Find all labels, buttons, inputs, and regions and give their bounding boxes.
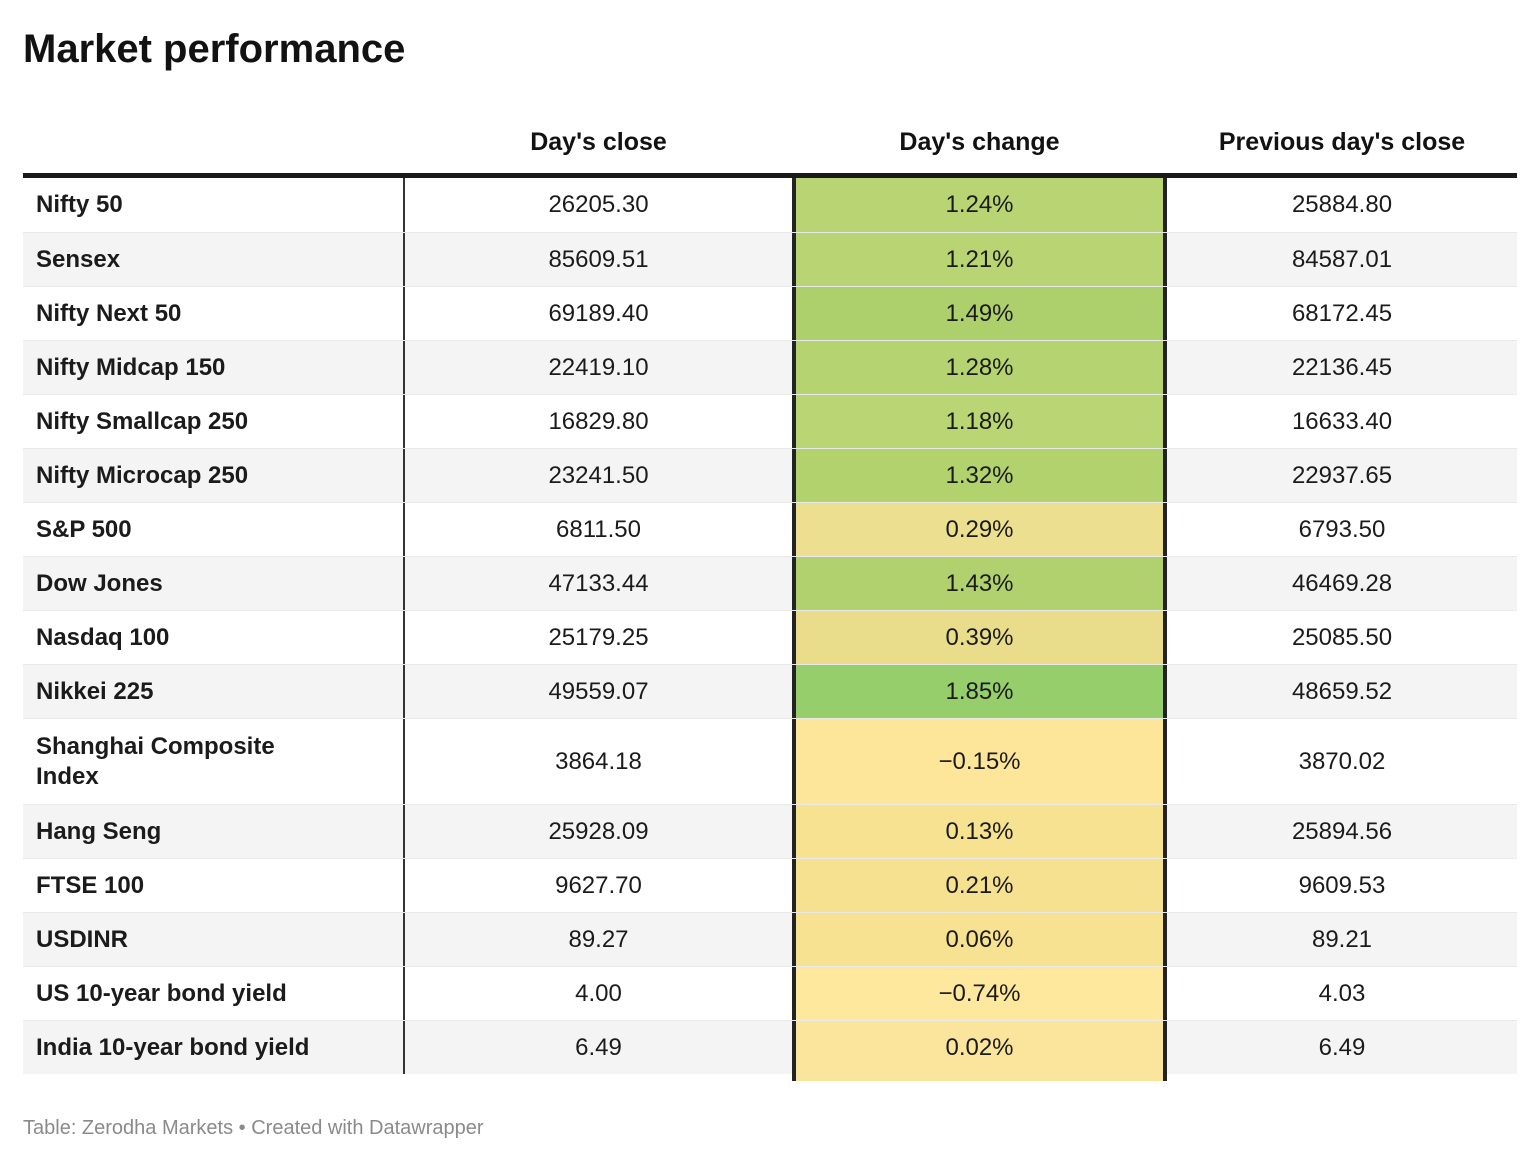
row-label: Hang Seng: [23, 805, 405, 858]
days-close-value: 16829.80: [548, 407, 649, 435]
prev-days-close-value: 22937.65: [1291, 461, 1393, 489]
prev-days-close-value: 9609.53: [1298, 871, 1386, 899]
days-close-value: 6811.50: [556, 515, 641, 543]
days-close-value: 23241.50: [548, 461, 649, 489]
prev-days-close-value: 25085.50: [1291, 623, 1393, 651]
table-row: India 10-year bond yield 6.49 0.02% 6.49: [23, 1020, 1517, 1074]
column-header-days-change: Day's change: [899, 128, 1060, 156]
prev-days-close-value: 25894.56: [1291, 817, 1393, 845]
days-close-value: 69189.40: [548, 299, 649, 327]
row-label: Nasdaq 100: [23, 611, 405, 664]
prev-days-close-value: 89.21: [1311, 925, 1373, 953]
row-label: Nifty Smallcap 250: [23, 395, 405, 448]
days-change-value: 1.28%: [792, 341, 1167, 394]
days-change-value: 1.85%: [792, 665, 1167, 718]
days-close-value: 85609.51: [548, 245, 649, 273]
days-change-value: 0.21%: [792, 859, 1167, 912]
days-close-value: 3864.18: [555, 747, 642, 775]
table-row: S&P 500 6811.50 0.29% 6793.50: [23, 502, 1517, 556]
days-close-value: 4.00: [575, 979, 622, 1007]
table-row: Nifty 50 26205.30 1.24% 25884.80: [23, 178, 1517, 232]
days-change-value: 1.21%: [792, 233, 1167, 286]
change-column-extension: [23, 1074, 1517, 1081]
row-label: Sensex: [23, 233, 405, 286]
prev-days-close-value: 3870.02: [1298, 747, 1386, 775]
days-change-value: 0.39%: [792, 611, 1167, 664]
prev-days-close-value: 16633.40: [1291, 407, 1393, 435]
days-change-value: 1.18%: [792, 395, 1167, 448]
prev-days-close-value: 48659.52: [1291, 677, 1393, 705]
days-close-value: 9627.70: [555, 871, 642, 899]
days-change-value: 0.29%: [792, 503, 1167, 556]
prev-days-close-value: 46469.28: [1291, 569, 1393, 597]
ext-spacer: [405, 1074, 792, 1081]
days-close-value: 49559.07: [548, 677, 649, 705]
days-close-value: 25179.25: [548, 623, 649, 651]
page-title: Market performance: [23, 27, 406, 71]
prev-days-close-value: 25884.80: [1291, 191, 1393, 218]
row-label: FTSE 100: [23, 859, 405, 912]
table-body: Nifty 50 26205.30 1.24% 25884.80 Sensex 85609…: [23, 173, 1517, 1074]
row-label: India 10-year bond yield: [23, 1021, 405, 1074]
ext-spacer: [1167, 1074, 1517, 1081]
table-header-row: Day's close Day's change Previous day's …: [23, 72, 1517, 173]
prev-days-close-value: 6.49: [1318, 1033, 1366, 1061]
ext-change-strip: [792, 1074, 1167, 1081]
days-close-value: 6.49: [575, 1033, 622, 1061]
days-change-value: 0.13%: [792, 805, 1167, 858]
table-row: USDINR 89.27 0.06% 89.21: [23, 912, 1517, 966]
table-row: Sensex 85609.51 1.21% 84587.01: [23, 232, 1517, 286]
days-change-value: −0.15%: [792, 719, 1167, 804]
row-label: Nifty Next 50: [23, 287, 405, 340]
table-row: Dow Jones 47133.44 1.43% 46469.28: [23, 556, 1517, 610]
row-label: USDINR: [23, 913, 405, 966]
column-header-previous-days-close: Previous day's close: [1218, 128, 1466, 156]
row-label: Nikkei 225: [23, 665, 405, 718]
prev-days-close-value: 6793.50: [1298, 515, 1386, 543]
days-change-value: 1.32%: [792, 449, 1167, 502]
table-row: Nikkei 225 49559.07 1.85% 48659.52: [23, 664, 1517, 718]
table-row: Nifty Microcap 250 23241.50 1.32% 22937.65: [23, 448, 1517, 502]
days-close-value: 25928.09: [548, 817, 649, 845]
column-header-days-close: Day's close: [530, 128, 667, 156]
row-label: Nifty 50: [23, 178, 405, 232]
days-close-value: 47133.44: [548, 569, 649, 597]
attribution-footer: Table: Zerodha Markets • Created with Da…: [23, 1117, 484, 1139]
table-row: Nifty Midcap 150 22419.10 1.28% 22136.45: [23, 340, 1517, 394]
ext-spacer: [23, 1074, 405, 1081]
row-label: Dow Jones: [23, 557, 405, 610]
table-row: Hang Seng 25928.09 0.13% 25894.56: [23, 804, 1517, 858]
days-change-value: 0.02%: [792, 1021, 1167, 1074]
table-row: US 10-year bond yield 4.00 −0.74% 4.03: [23, 966, 1517, 1020]
table-row: Nasdaq 100 25179.25 0.39% 25085.50: [23, 610, 1517, 664]
table-row: FTSE 100 9627.70 0.21% 9609.53: [23, 858, 1517, 912]
prev-days-close-value: 68172.45: [1291, 299, 1393, 327]
row-label: US 10-year bond yield: [23, 967, 405, 1020]
row-label: Nifty Midcap 150: [23, 341, 405, 394]
prev-days-close-value: 4.03: [1318, 979, 1366, 1007]
row-label: Shanghai Composite Index: [23, 719, 405, 804]
days-change-value: 1.24%: [792, 178, 1167, 232]
prev-days-close-value: 84587.01: [1291, 245, 1393, 273]
days-close-value: 89.27: [568, 925, 629, 953]
table-row: Shanghai Composite Index 3864.18 −0.15% 387…: [23, 718, 1517, 804]
days-close-value: 22419.10: [548, 353, 649, 381]
days-close-value: 26205.30: [548, 191, 649, 218]
row-label: Nifty Microcap 250: [23, 449, 405, 502]
days-change-value: 0.06%: [792, 913, 1167, 966]
days-change-value: 1.43%: [792, 557, 1167, 610]
prev-days-close-value: 22136.45: [1291, 353, 1393, 381]
table-row: Nifty Next 50 69189.40 1.49% 68172.45: [23, 286, 1517, 340]
table-row: Nifty Smallcap 250 16829.80 1.18% 16633.40: [23, 394, 1517, 448]
days-change-value: 1.49%: [792, 287, 1167, 340]
days-change-value: −0.74%: [792, 967, 1167, 1020]
row-label: S&P 500: [23, 503, 405, 556]
